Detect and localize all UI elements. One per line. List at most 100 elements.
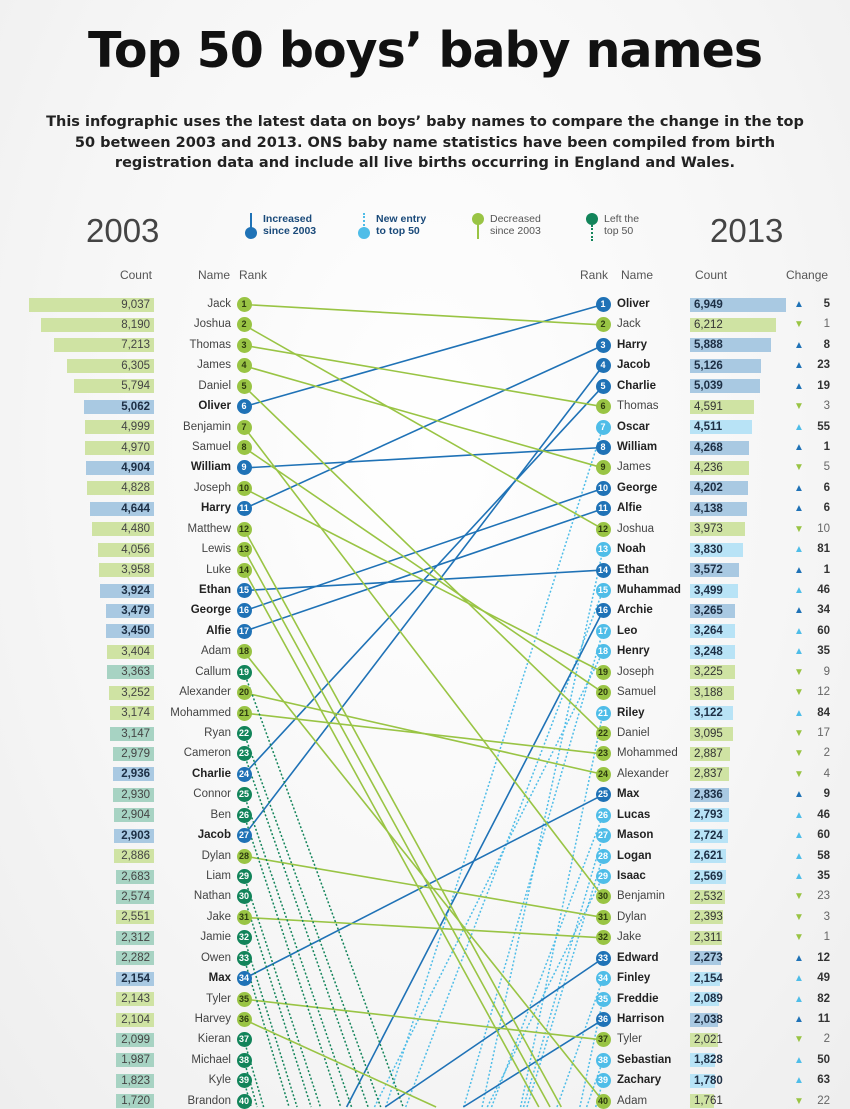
left-row: 7,213 Thomas 3 xyxy=(0,337,260,353)
right-count-bar: 2,154 xyxy=(690,971,723,986)
right-name: Thomas xyxy=(617,400,659,413)
left-row: 2,930 Connor 25 xyxy=(0,787,260,803)
left-count-bar: 6,305 xyxy=(66,358,154,373)
right-row: 38 Sebastian 1,828 ▲ 50 xyxy=(0,1052,850,1068)
right-rank-badge: 9 xyxy=(595,460,611,476)
left-rank-badge: 33 xyxy=(236,950,252,966)
left-row: 4,828 Joseph 10 xyxy=(0,480,260,496)
triangle-up-icon: ▲ xyxy=(794,646,804,658)
right-name: Tyler xyxy=(617,1033,642,1046)
right-rank-badge: 10 xyxy=(595,480,611,496)
left-rank-badge: 19 xyxy=(236,664,252,680)
change-value: 50 xyxy=(817,1053,830,1066)
right-rank-badge: 12 xyxy=(595,521,611,537)
right-rank-badge: 31 xyxy=(595,909,611,925)
right-row: 29 Isaac 2,569 ▲ 35 xyxy=(0,869,850,885)
left-rank-badge: 35 xyxy=(236,991,252,1007)
left-count-bar: 3,147 xyxy=(110,726,154,741)
change-value: 49 xyxy=(817,972,830,985)
left-name: Jamie xyxy=(200,931,231,944)
left-count-bar: 2,574 xyxy=(116,889,154,904)
slope-line-james xyxy=(243,365,604,469)
right-row: 15 Muhammad 3,499 ▲ 46 xyxy=(0,583,850,599)
slope-line-lucas xyxy=(490,814,604,1108)
increased-pin-icon xyxy=(245,213,257,241)
left-rank-badge: 5 xyxy=(236,378,252,394)
right-count-bar: 4,236 xyxy=(690,460,749,475)
right-count-bar: 4,138 xyxy=(690,501,748,516)
change-value: 9 xyxy=(823,665,830,678)
left-count-bar: 4,999 xyxy=(84,420,154,435)
left-row: 5,062 Oliver 6 xyxy=(0,399,260,415)
right-rank-badge: 24 xyxy=(595,766,611,782)
change-value: 2 xyxy=(823,747,830,760)
right-count-bar: 4,591 xyxy=(690,399,754,414)
left-name: Joseph xyxy=(193,481,231,494)
new-entry-pin-icon xyxy=(358,213,370,241)
left-top-50-pin-icon xyxy=(586,213,598,241)
change-value: 1 xyxy=(823,318,830,331)
left-name: Nathan xyxy=(193,890,231,903)
left-count-bar: 4,828 xyxy=(87,481,154,496)
right-rank-badge: 7 xyxy=(595,419,611,435)
right-name: Leo xyxy=(617,624,638,637)
left-rank-badge: 24 xyxy=(236,766,252,782)
right-count-bar: 6,212 xyxy=(690,317,776,332)
left-name: Tyler xyxy=(206,992,231,1005)
slope-line-jack xyxy=(243,303,604,326)
left-rank-badge: 27 xyxy=(236,828,252,844)
left-count-bar: 4,056 xyxy=(97,542,154,557)
left-rank-badge: 11 xyxy=(236,501,252,517)
legend-left-top-50: Left the top 50 xyxy=(586,213,654,241)
right-rank-badge: 36 xyxy=(595,1012,611,1028)
triangle-up-icon: ▲ xyxy=(794,442,804,453)
triangle-up-icon: ▲ xyxy=(794,605,804,617)
right-row: 1 Oliver 6,949 ▲ 5 xyxy=(0,297,850,312)
right-row: 9 James 4,236 ▼ 5 xyxy=(0,460,850,476)
right-row: 31 Dylan 2,393 ▼ 3 xyxy=(0,909,850,925)
change-value: 5 xyxy=(823,461,830,474)
change-value: 55 xyxy=(817,420,830,433)
change-value: 17 xyxy=(817,727,830,740)
left-count-bar: 2,143 xyxy=(116,992,154,1007)
left-row: 3,174 Mohammed 21 xyxy=(0,705,260,721)
right-count-bar: 3,095 xyxy=(690,726,733,741)
left-row: 1,987 Michael 38 xyxy=(0,1052,260,1068)
right-row: 40 Adam 1,761 ▼ 22 xyxy=(0,1093,850,1109)
right-count-bar: 3,225 xyxy=(690,665,735,680)
slope-line-jake xyxy=(243,916,604,939)
left-row: 2,574 Nathan 30 xyxy=(0,889,260,905)
right-count-bar: 5,039 xyxy=(690,379,760,394)
right-row: 14 Ethan 3,572 ▲ 1 xyxy=(0,562,850,578)
legend-left-top-50-label: Left the top 50 xyxy=(604,213,640,237)
right-rank-badge: 2 xyxy=(595,317,611,333)
left-rank-badge: 23 xyxy=(236,746,252,762)
left-name: Kyle xyxy=(208,1074,231,1087)
left-count-bar: 2,282 xyxy=(116,951,154,966)
legend-increased: Increased since 2003 xyxy=(245,213,333,241)
left-row: 3,404 Adam 18 xyxy=(0,644,260,660)
slope-line-nathan xyxy=(243,896,312,1108)
slope-line-ben xyxy=(243,815,342,1108)
right-row: 19 Joseph 3,225 ▼ 9 xyxy=(0,664,850,680)
change-value: 6 xyxy=(823,481,830,494)
left-row: 3,252 Alexander 20 xyxy=(0,685,260,701)
slope-line-tyler xyxy=(243,998,604,1041)
right-rank-badge: 22 xyxy=(595,726,611,742)
right-row: 5 Charlie 5,039 ▲ 19 xyxy=(0,378,850,394)
left-count-bar: 3,404 xyxy=(106,644,154,659)
slope-line-harrison xyxy=(462,1018,604,1108)
left-count-bar: 3,924 xyxy=(99,583,154,598)
triangle-up-icon: ▲ xyxy=(794,973,804,985)
right-name: Jake xyxy=(617,931,642,944)
left-count-bar: 1,720 xyxy=(116,1094,154,1109)
decreased-pin-icon xyxy=(472,213,484,241)
right-row: 3 Harry 5,888 ▲ 8 xyxy=(0,337,850,353)
change-value: 60 xyxy=(817,829,830,842)
right-rank-badge: 28 xyxy=(595,848,611,864)
left-count-bar: 2,936 xyxy=(113,767,154,782)
right-count-bar: 2,837 xyxy=(690,767,730,782)
right-name: Muhammad xyxy=(617,584,681,597)
change-value: 35 xyxy=(817,870,830,883)
left-count-bar: 2,551 xyxy=(116,910,154,925)
